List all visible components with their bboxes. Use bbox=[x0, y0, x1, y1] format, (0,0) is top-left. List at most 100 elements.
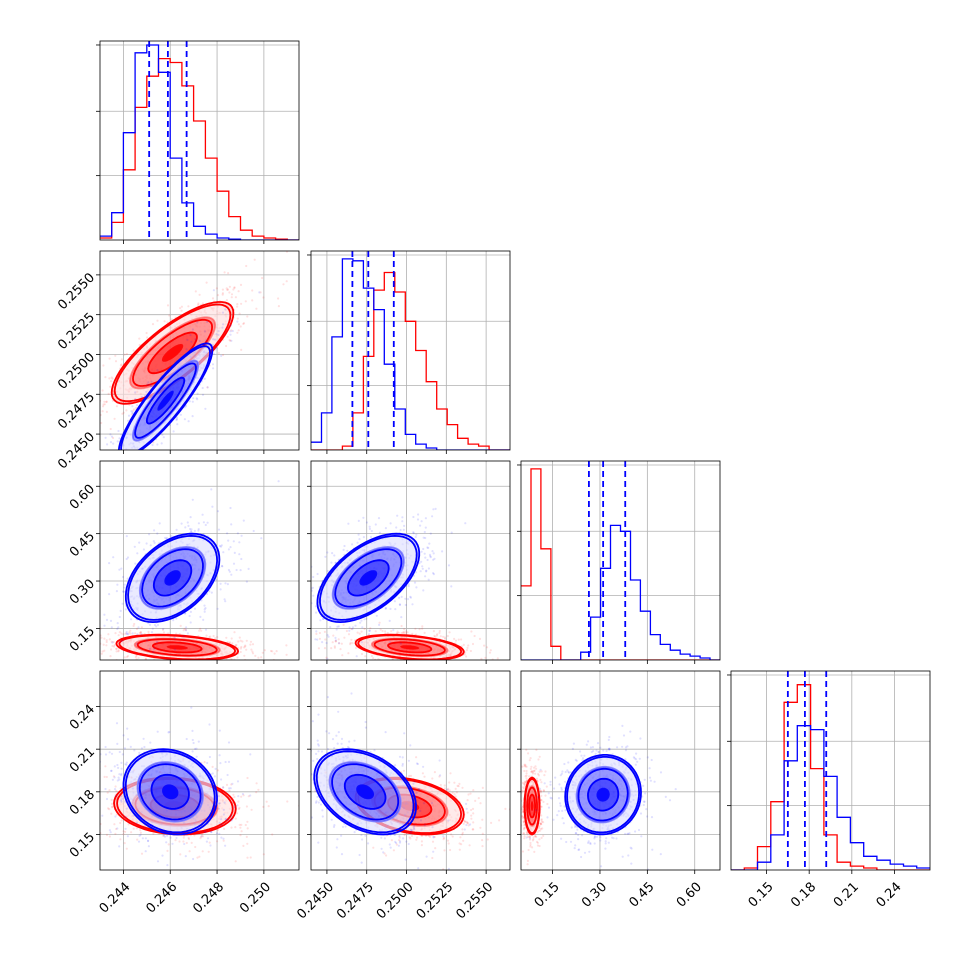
red-sample-point bbox=[62, 641, 64, 643]
red-sample-point bbox=[105, 410, 108, 413]
red-sample-point bbox=[230, 658, 233, 660]
red-sample-point bbox=[117, 634, 120, 637]
blue-sample-point bbox=[117, 457, 119, 459]
blue-sample-point bbox=[240, 534, 243, 537]
red-sample-point bbox=[239, 325, 242, 328]
blue-sample-point bbox=[186, 521, 189, 524]
red-sample-point bbox=[182, 836, 185, 839]
blue-sample-point bbox=[125, 632, 128, 635]
blue-sample-point bbox=[308, 574, 310, 576]
red-sample-point bbox=[178, 661, 180, 663]
blue-sample-point bbox=[111, 778, 114, 781]
blue-sample-point bbox=[424, 536, 427, 540]
red-sample-point bbox=[239, 826, 242, 829]
blue-sample-point bbox=[190, 340, 193, 343]
blue-sample-point bbox=[109, 433, 112, 436]
red-sample-point bbox=[419, 662, 421, 664]
red-sample-point bbox=[117, 650, 120, 653]
blue-sample-point bbox=[384, 606, 387, 610]
blue-sample-point bbox=[227, 539, 230, 542]
blue-sample-point bbox=[182, 635, 185, 638]
red-sample-point bbox=[138, 343, 141, 347]
blue-sample-point bbox=[220, 778, 223, 781]
blue-sample-point bbox=[137, 452, 139, 454]
red-sample-point bbox=[114, 832, 117, 836]
blue-sample-point bbox=[116, 622, 119, 625]
blue-sample-point bbox=[426, 558, 429, 562]
blue-sample-point bbox=[348, 629, 351, 632]
blue-sample-point bbox=[326, 569, 329, 573]
red-histogram bbox=[311, 271, 510, 450]
red-sample-point bbox=[230, 826, 233, 829]
red-sample-point bbox=[296, 644, 298, 646]
blue-sample-point bbox=[174, 648, 177, 651]
blue-sample-point bbox=[429, 556, 432, 559]
red-density-core bbox=[161, 344, 184, 362]
blue-sample-point bbox=[420, 550, 423, 553]
blue-contour bbox=[316, 532, 421, 624]
panel-border bbox=[99, 460, 300, 661]
red-sample-point bbox=[105, 644, 108, 647]
red-sample-point bbox=[401, 666, 403, 668]
red-sample-point bbox=[130, 413, 133, 416]
red-sample-point bbox=[457, 638, 460, 641]
red-sample-point bbox=[434, 663, 436, 665]
red-sample-point bbox=[93, 423, 95, 425]
blue-sample-point bbox=[231, 817, 234, 821]
red-contour-line bbox=[387, 641, 433, 654]
red-sample-point bbox=[455, 660, 457, 662]
blue-sample-point bbox=[365, 521, 368, 524]
red-sample-point bbox=[225, 636, 228, 639]
red-sample-point bbox=[200, 629, 203, 632]
red-sample-point bbox=[400, 632, 403, 635]
blue-sample-point bbox=[126, 556, 130, 559]
blue-sample-point bbox=[368, 527, 371, 531]
red-sample-point bbox=[234, 860, 237, 863]
blue-sample-point bbox=[162, 627, 165, 631]
red-sample-point bbox=[98, 639, 100, 641]
red-sample-point bbox=[131, 663, 133, 665]
blue-sample-point bbox=[279, 638, 281, 640]
red-histogram bbox=[731, 684, 930, 870]
blue-sample-point bbox=[93, 480, 95, 482]
blue-sample-point bbox=[360, 619, 363, 622]
blue-sample-point bbox=[240, 557, 243, 561]
red-sample-point bbox=[257, 656, 260, 659]
red-sample-point bbox=[214, 637, 217, 640]
red-sample-point bbox=[240, 348, 243, 351]
red-sample-point bbox=[135, 827, 138, 830]
blue-sample-point bbox=[221, 311, 225, 314]
red-sample-point bbox=[255, 791, 258, 794]
blue-sample-point bbox=[125, 630, 128, 634]
red-sample-point bbox=[118, 631, 121, 634]
red-sample-point bbox=[231, 642, 234, 645]
blue-sample-point bbox=[316, 638, 319, 641]
blue-sample-point bbox=[362, 536, 365, 539]
red-sample-point bbox=[102, 364, 105, 367]
red-sample-point bbox=[190, 841, 193, 845]
red-sample-point bbox=[120, 819, 123, 822]
blue-sample-point bbox=[428, 542, 431, 545]
red-sample-point bbox=[230, 329, 233, 332]
blue-sample-point bbox=[184, 612, 187, 615]
blue-sample-point bbox=[229, 324, 232, 327]
red-sample-point bbox=[233, 795, 236, 799]
red-sample-point bbox=[234, 826, 237, 829]
red-sample-point bbox=[317, 647, 320, 650]
blue-sample-point bbox=[447, 564, 451, 567]
blue-sample-point bbox=[316, 572, 319, 576]
red-sample-point bbox=[57, 795, 59, 797]
blue-sample-point bbox=[220, 564, 224, 568]
red-sample-point bbox=[354, 646, 358, 650]
red-sample-point bbox=[151, 323, 155, 326]
blue-sample-point bbox=[122, 590, 125, 593]
blue-sample-point bbox=[315, 630, 318, 633]
red-sample-point bbox=[240, 645, 243, 649]
red-sample-point bbox=[222, 839, 225, 842]
red-sample-point bbox=[136, 838, 139, 841]
red-sample-point bbox=[225, 287, 228, 290]
red-sample-point bbox=[208, 661, 210, 663]
blue-sample-point bbox=[185, 348, 188, 351]
blue-sample-point bbox=[258, 291, 261, 294]
red-sample-point bbox=[89, 382, 91, 384]
